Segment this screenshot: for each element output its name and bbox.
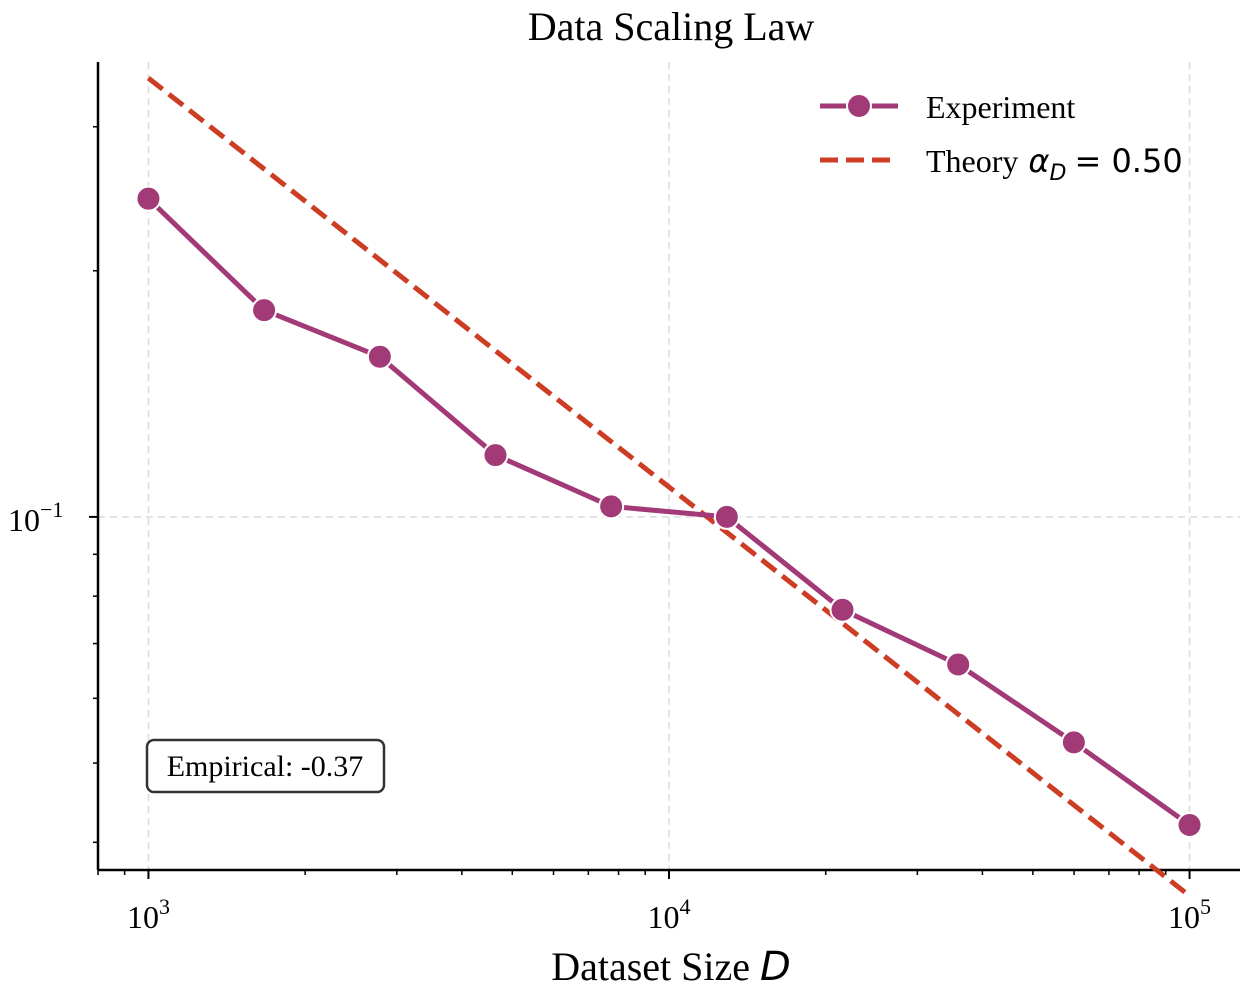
y-tick-label: 10−1	[8, 497, 63, 538]
legend: Experiment Theory αD = 0.50	[820, 89, 1183, 186]
experiment-point	[829, 596, 856, 623]
x-axis-label-text: Dataset Size	[551, 944, 750, 989]
x-tick-label: 104	[648, 894, 691, 935]
experiment-line	[146, 196, 1192, 828]
theory-line	[146, 76, 1192, 898]
x-axis-label-variable: D	[760, 944, 791, 990]
legend-theory-value: = 0.50	[1074, 142, 1182, 180]
annotation-text: Empirical: -0.37	[167, 750, 364, 783]
axes	[89, 62, 1240, 879]
experiment-point	[1060, 729, 1087, 756]
experiment-point	[945, 651, 972, 678]
legend-experiment-marker	[846, 93, 872, 119]
x-axis-label: Dataset Size D	[551, 944, 791, 990]
experiment-point	[366, 343, 393, 370]
experiment-point	[251, 297, 278, 324]
experiment-point	[713, 503, 740, 530]
tick-labels: 103 104 105 10−1	[8, 497, 1211, 935]
annotation-box	[145, 738, 386, 794]
series-layer	[135, 76, 1203, 898]
legend-theory-subscript: D	[1050, 161, 1067, 186]
annotation-empirical: Empirical: -0.37	[145, 738, 386, 794]
experiment-point	[482, 442, 509, 469]
x-tick-label: 103	[127, 894, 170, 935]
legend-theory-alpha: α	[1028, 142, 1049, 180]
experiment-point	[135, 185, 162, 212]
legend-theory-name: Theory	[926, 143, 1018, 179]
experiment-point	[1176, 811, 1203, 838]
experiment-point	[598, 493, 625, 520]
x-tick-label: 105	[1168, 894, 1211, 935]
legend-experiment-label: Experiment	[926, 89, 1075, 125]
chart-title: Data Scaling Law	[528, 4, 815, 49]
legend-theory-label: Theory αD = 0.50	[926, 142, 1183, 186]
